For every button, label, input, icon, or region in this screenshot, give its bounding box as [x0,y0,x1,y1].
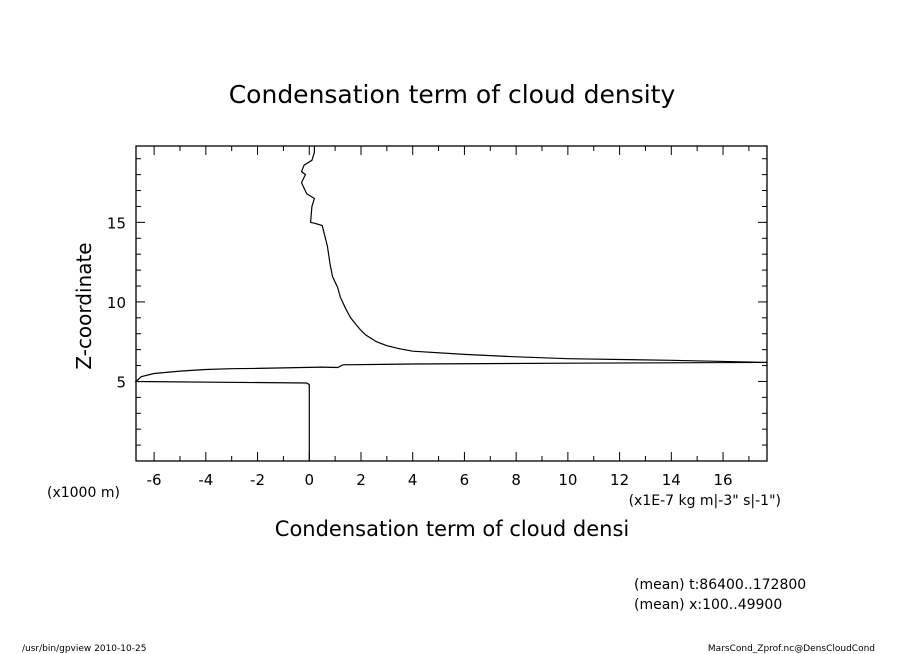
x-tick-label: 16 [713,471,732,489]
x-tick-label: -2 [250,471,265,489]
axis-ticks [136,146,767,462]
y-units-label: (x1000 m) [47,485,120,501]
annotation-mean-t: (mean) t:86400..172800 [634,577,806,593]
x-tick-label: -6 [147,471,162,489]
x-tick-label: 2 [356,471,366,489]
series-line [134,146,768,461]
y-axis-label: Z-coordinate [72,242,96,369]
x-tick-label: 14 [662,471,681,489]
x-tick-label: 10 [558,471,577,489]
x-tick-label: 12 [610,471,629,489]
annotation-mean-x: (mean) x:100..49900 [634,597,782,613]
y-tick-label: 15 [107,214,126,232]
x-tick-label: 0 [304,471,314,489]
y-tick-label: 10 [107,294,126,312]
chart-title: Condensation term of cloud density [229,80,676,109]
y-tick-label: 5 [116,373,126,391]
x-tick-label: 4 [408,471,418,489]
footer-left: /usr/bin/gpview 2010-10-25 [22,644,146,654]
y-tick-labels: 5 10 15 [107,214,126,391]
x-tick-label: -4 [198,471,213,489]
x-axis-label: Condensation term of cloud densi [275,517,629,541]
x-tick-labels: -6 -4 -2 0 2 4 6 8 10 12 14 16 [147,471,733,489]
footer-right: MarsCond_Zprof.nc@DensCloudCond [708,644,875,654]
x-tick-label: 6 [460,471,470,489]
x-tick-label: 8 [511,471,521,489]
x-units-label: (x1E-7 kg m|-3" s|-1") [629,493,781,509]
plot-frame [135,145,768,462]
